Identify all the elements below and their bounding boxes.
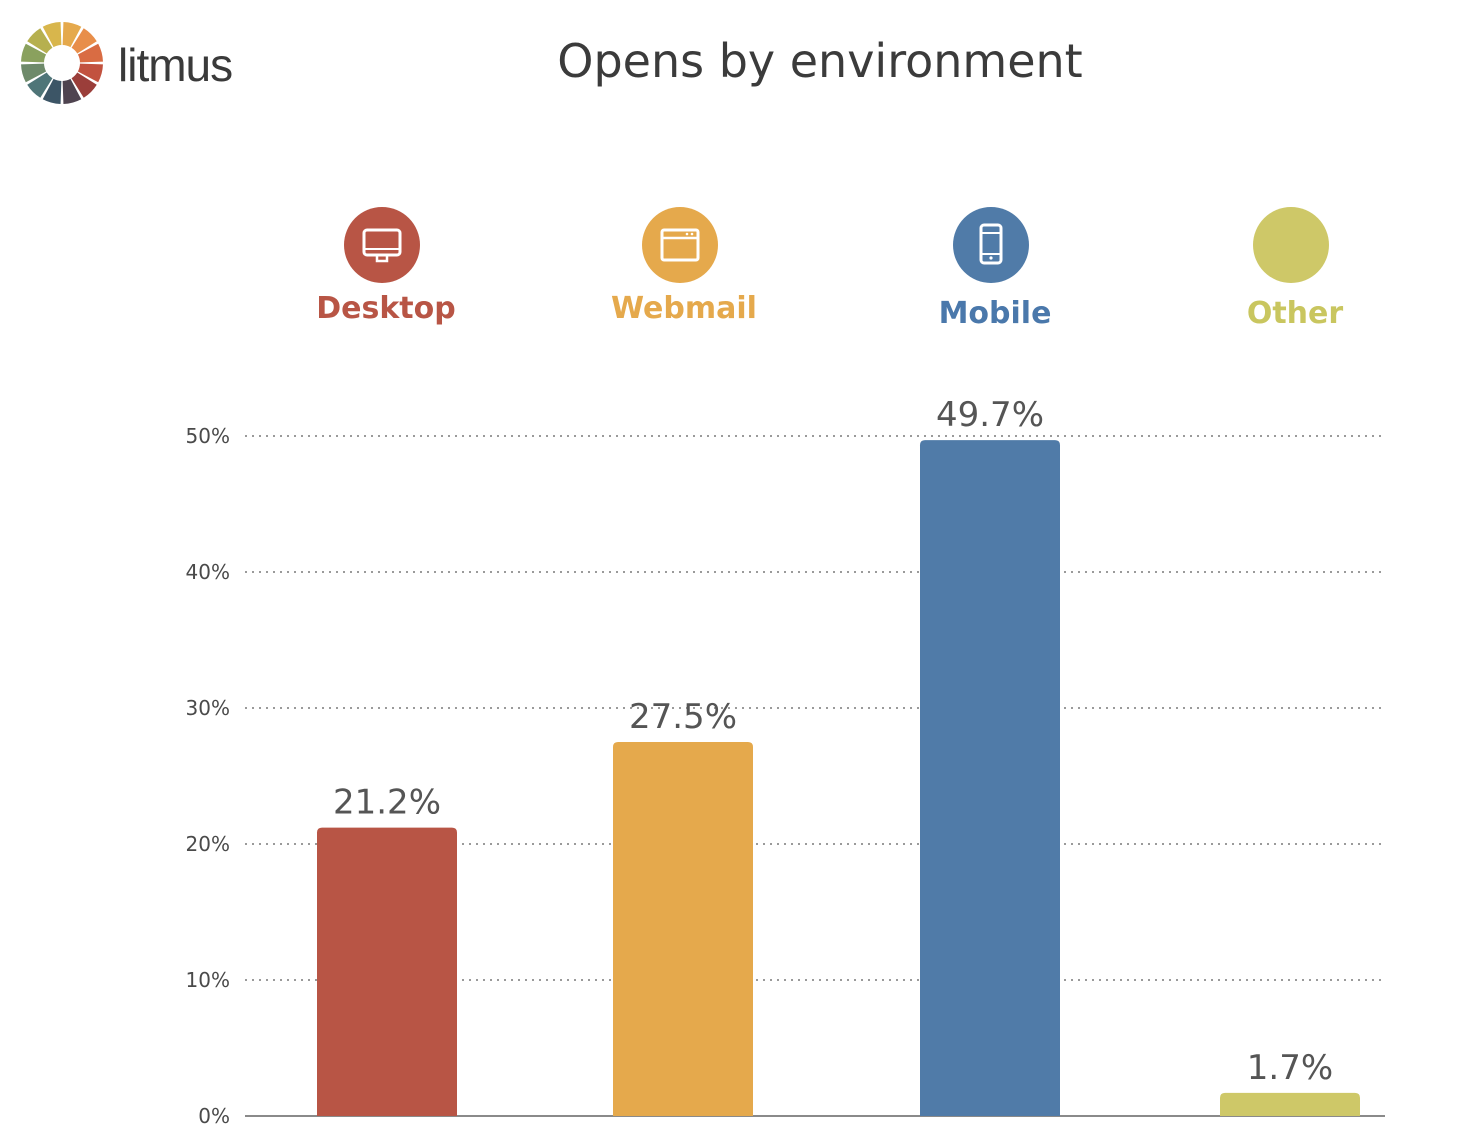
category-label-desktop: Desktop — [316, 291, 455, 326]
mobile-phone-icon — [953, 207, 1029, 283]
bar-mobile — [920, 440, 1060, 1117]
data-label: 27.5% — [629, 697, 737, 737]
y-tick-label: 20% — [186, 832, 230, 856]
bar-desktop — [317, 827, 457, 1116]
logo-segment — [71, 72, 97, 98]
y-tick-label: 10% — [186, 968, 230, 992]
logo-segment — [71, 28, 97, 54]
chart-title: Opens by environment — [557, 34, 1083, 88]
logo-segment — [27, 72, 53, 98]
logo-segment — [77, 43, 103, 63]
category-label-webmail: Webmail — [611, 291, 757, 326]
y-tick-label: 0% — [198, 1104, 230, 1128]
logo-segment — [62, 22, 82, 48]
logo-text: litmus — [118, 39, 233, 91]
logo-segment — [62, 78, 82, 104]
browser-window-icon — [642, 207, 718, 283]
category-label-mobile: Mobile — [939, 296, 1052, 331]
litmus-logo — [21, 22, 103, 104]
logo-segment — [42, 78, 62, 104]
y-tick-label: 30% — [186, 696, 230, 720]
logo-segment — [21, 43, 47, 63]
desktop-monitor-icon — [344, 207, 420, 283]
y-tick-label: 50% — [186, 424, 230, 448]
data-label: 1.7% — [1247, 1048, 1333, 1088]
logo-segment — [27, 28, 53, 54]
logo-segment — [77, 63, 103, 83]
data-label: 49.7% — [936, 395, 1044, 435]
logo-segment — [21, 63, 47, 83]
bar-other — [1220, 1092, 1360, 1116]
bar-webmail — [613, 742, 753, 1116]
blank-circle-icon — [1253, 207, 1329, 283]
y-tick-label: 40% — [186, 560, 230, 584]
data-label: 21.2% — [333, 783, 441, 823]
logo-segment — [42, 22, 62, 48]
category-label-other: Other — [1247, 296, 1344, 331]
